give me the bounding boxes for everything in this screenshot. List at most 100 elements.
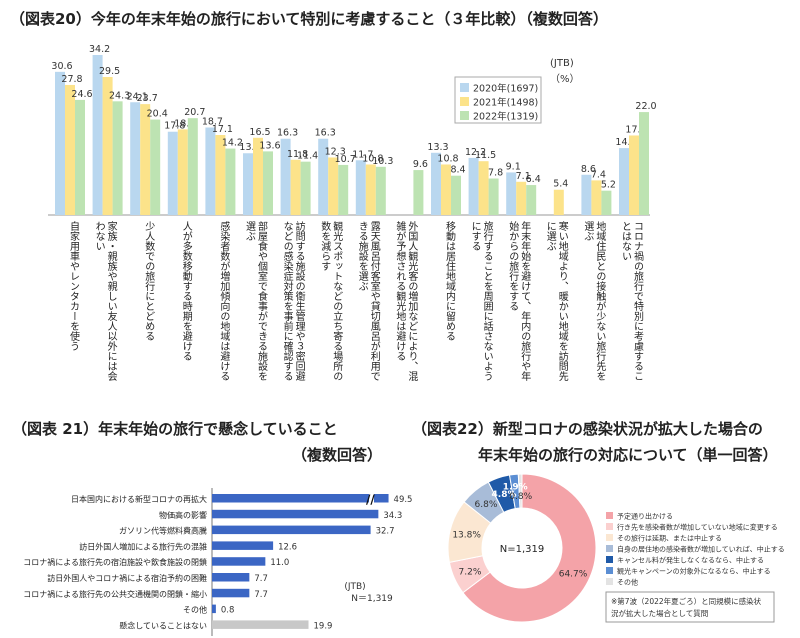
chart20-value-label: 22.0	[635, 101, 656, 112]
chart21-category-label: コロナ禍による旅行先の公共交通機関の閉鎖・縮小	[23, 589, 207, 599]
chart22-slice	[517, 473, 523, 509]
chart20-category-label: 露天風呂付客室や貸切風呂が利用で	[368, 221, 380, 381]
chart20-value-label: 7.8	[488, 168, 503, 179]
chart20-source: (JTB)	[550, 58, 574, 69]
chart20-value-label: 11.7	[352, 149, 373, 160]
chart20-category-label: 部屋食や個室で食事ができる施設を	[256, 220, 268, 381]
chart20-bar	[300, 161, 311, 215]
chart21-category-label: 懸念していることはない	[119, 620, 207, 630]
chart20-value-label: 11.8	[287, 149, 308, 160]
chart20-category-label: 少人数での旅行にとどめる	[143, 221, 155, 341]
chart21-value-label: 12.6	[278, 542, 297, 552]
chart20-bar	[225, 148, 236, 215]
chart20-value-label: 10.3	[372, 156, 393, 167]
chart20-bar	[413, 170, 424, 215]
chart20-legend	[454, 76, 542, 124]
chart20-value-label: 9.1	[506, 161, 521, 172]
chart21-value-label: 7.7	[254, 590, 268, 600]
chart22-slice-label: 0.8%	[509, 492, 532, 502]
chart20-value-label: 5.4	[553, 179, 568, 190]
chart20-value-label: 20.7	[184, 107, 205, 118]
chart22-title-line1: （図表22）新型コロナの感染状況が拡大した場合の	[412, 420, 763, 438]
chart21-bar	[212, 588, 250, 598]
chart22-note: ※第7波（2022年夏ごろ）と同規模に感染状	[611, 596, 762, 606]
chart20-bar	[205, 127, 216, 215]
chart20-bar	[338, 164, 349, 215]
chart21-value-label: 7.7	[254, 574, 268, 584]
chart20-category-label: 外国人観光客の増加などにより、混	[406, 221, 418, 382]
chart20-value-label: 16.3	[315, 128, 336, 139]
chart21-value-label: 49.5	[394, 495, 413, 505]
chart20-category-label: 訪問する施設の衛生管理や３密回避	[293, 220, 305, 381]
chart20-category-label: きる施設を選ぶ	[356, 221, 368, 291]
chart20-bar	[55, 71, 65, 215]
chart21-category-label: 日本国内における新型コロナの再拡大	[71, 494, 207, 504]
chart20-bar	[553, 189, 564, 215]
chart20-legend-swatch	[460, 97, 469, 106]
chart20-value-label: 24.6	[71, 89, 92, 100]
chart20-bar	[130, 102, 141, 215]
chart20-bar	[488, 178, 499, 215]
chart22-legend-swatch	[606, 545, 613, 552]
chart20-value-label: 16.3	[277, 128, 298, 139]
chart20-value-label: 14.2	[222, 138, 243, 149]
chart20-legend-label: 2021年(1498)	[473, 97, 538, 109]
chart20-bar	[581, 174, 592, 215]
chart20-bar	[506, 172, 517, 215]
chart20-value-label: 20.4	[147, 109, 168, 120]
chart22-slice-label: 6.8%	[475, 500, 498, 510]
chart22-legend-label: 自身の居住地の感染者数が増加していれば、中止する	[617, 545, 785, 554]
chart20-bar	[629, 135, 639, 215]
chart20-category-label: 観光スポットなどの立ち寄る場所の	[331, 220, 343, 381]
chart21-value-label: 0.8	[221, 606, 235, 616]
chart20-category-label: コロナ禍の旅行で特別に考慮するこ	[632, 221, 644, 381]
chart21-value-label: 32.7	[376, 527, 395, 537]
chart22-legend-label: キャンセル料が発生しなくなるなら、中止する	[617, 556, 764, 565]
chart20-bar	[112, 101, 123, 215]
chart20-bar	[167, 131, 178, 215]
chart20-value-label: 12.3	[325, 146, 346, 157]
chart21-bar	[212, 525, 371, 535]
chart20-bar	[280, 138, 291, 215]
chart22-legend-swatch	[606, 534, 613, 541]
chart22-title-line2: 年末年始の旅行の対応について（単一回答）	[478, 446, 778, 464]
chart21-bar	[212, 557, 266, 566]
chart21-n: N＝1,319	[351, 594, 393, 604]
chart20-bar	[263, 151, 273, 215]
chart20-value-label: 9.6	[413, 159, 428, 170]
chart20-bar	[355, 160, 366, 215]
chart20-value-label: 27.8	[61, 74, 82, 85]
chart20-bar	[478, 161, 489, 215]
chart21-bar	[212, 573, 250, 582]
chart20-category-label: 雑が予想される観光地は避ける	[394, 220, 406, 361]
chart20-value-label: 13.6	[259, 140, 280, 151]
chart20-bar	[177, 129, 188, 215]
chart20-bar	[431, 152, 441, 215]
chart20-legend-swatch	[460, 83, 469, 92]
chart20-bar	[150, 119, 161, 215]
chart20-value-label: 5.2	[601, 180, 616, 191]
chart21-category-label: 訪日外国人やコロナ禍による宿泊予約の困難	[47, 573, 207, 583]
chart20-value-label: 7.4	[591, 169, 606, 180]
chart20-bar	[75, 99, 85, 215]
chart21-value-label: 11.0	[270, 558, 289, 568]
chart20-category-label: などの感染症対策を事前に確認する	[281, 221, 293, 381]
chart20: 30.6 27.8 24.6 自家用車やレンタカーを使う 34.2 29.5 24.3 家族・…	[48, 44, 657, 382]
chart20-value-label: 10.7	[335, 154, 356, 165]
chart20-unit: （%）	[550, 73, 580, 85]
chart20-value-label: 13.2	[239, 142, 260, 153]
chart20-value-label: 24.1	[127, 91, 148, 102]
chart21-category-label: コロナ禍による旅行先の宿泊施設や飲食施設の閉鎖	[23, 557, 207, 567]
chart20-category-label: 始からの旅行をする	[507, 220, 519, 311]
chart20-bar	[140, 104, 151, 215]
chart21-axis-break-gap	[369, 491, 374, 506]
chart21-title: （図表 21）年末年始の旅行で懸念していること	[12, 420, 338, 438]
chart20-legend-label: 2022年(1319)	[473, 111, 538, 123]
chart22-legend-swatch	[606, 578, 613, 585]
chart21-bar	[212, 604, 216, 614]
chart20-title: （図表20）今年の年末年始の旅行において特別に考慮すること（３年比較）（複数回答…	[10, 10, 608, 28]
chart22-note: 況が拡大した場合として質問	[611, 608, 708, 618]
chart20-bar	[102, 76, 113, 215]
chart20-bar	[243, 153, 253, 215]
chart20-value-label: 30.6	[51, 61, 72, 72]
